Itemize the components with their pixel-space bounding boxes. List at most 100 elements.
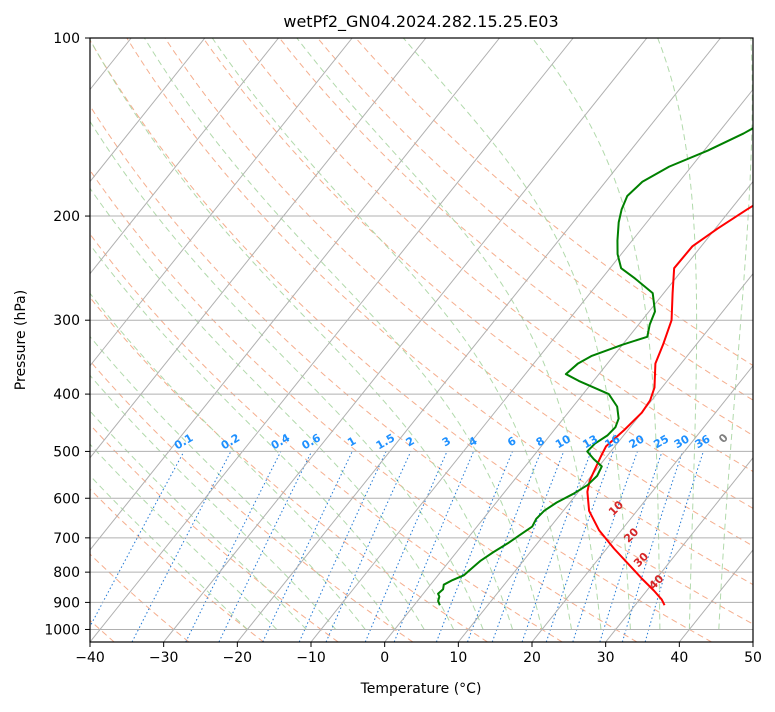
mixing-ratio-label: 2	[404, 434, 417, 449]
dry-adiabat-line	[90, 233, 563, 642]
isotherm-line	[90, 38, 574, 642]
moist-adiabat-label-red: 10	[606, 498, 626, 518]
mixing-ratio-label: 30	[672, 432, 692, 451]
moist-adiabat-line	[296, 38, 602, 630]
moist-adiabat-line	[90, 243, 425, 630]
moist-adiabat-label-red: 20	[621, 525, 641, 545]
mixing-ratio-line	[90, 451, 185, 628]
mixing-ratio-line	[262, 451, 353, 642]
isotherm-line	[605, 457, 753, 642]
x-tick-label: 0	[380, 650, 389, 666]
x-tick-label: 40	[670, 650, 688, 666]
mixing-ratio-label: 0.4	[269, 431, 293, 452]
x-tick-label: −30	[149, 650, 179, 666]
y-tick-label: 700	[53, 531, 80, 547]
mixing-ratio-label: 4	[466, 434, 479, 449]
mixing-ratio-line	[325, 451, 412, 642]
moist-adiabat-line	[144, 38, 543, 630]
isotherm-line	[90, 38, 500, 551]
dewpoint-profile-line	[437, 127, 753, 606]
moist-adiabat-line	[403, 38, 631, 630]
moist-adiabat-line	[90, 292, 396, 630]
y-axis-label: Pressure (hPa)	[13, 290, 29, 390]
mixing-ratio-label: 36	[693, 432, 713, 451]
moist-adiabat-line	[90, 120, 484, 630]
dry-adiabat-line	[126, 38, 753, 586]
moist-adiabat-line	[211, 38, 572, 630]
y-tick-label: 200	[53, 209, 80, 225]
dry-adiabat-line	[202, 38, 753, 509]
mixing-ratio-line	[644, 451, 704, 642]
x-tick-label: 20	[523, 650, 541, 666]
dry-adiabat-line	[355, 38, 753, 367]
isotherm-line	[457, 272, 753, 642]
isotherm-line	[90, 38, 353, 367]
y-tick-label: 400	[53, 387, 80, 403]
background-lines	[90, 38, 753, 642]
mixing-ratio-line	[218, 451, 313, 642]
isotherm-line	[90, 38, 279, 275]
temperature-profile-line	[586, 204, 753, 606]
moist-adiabat-line	[90, 474, 248, 630]
isotherm-line	[236, 38, 721, 642]
moist-adiabat-label-red: 30	[631, 550, 651, 570]
mixing-ratio-label: 1	[345, 434, 358, 449]
mixing-ratio-line	[435, 451, 513, 642]
mixing-ratio-label: 3	[440, 434, 453, 449]
x-tick-label: 30	[597, 650, 615, 666]
plot-frame	[89, 37, 754, 643]
moist-adiabat-label-red: 40	[646, 572, 666, 592]
dry-adiabat-line	[240, 38, 753, 473]
y-tick-label: 300	[53, 313, 80, 329]
moist-adiabat-line	[90, 374, 337, 630]
moist-adiabat-line	[90, 335, 366, 630]
dry-adiabat-line	[90, 553, 190, 642]
dry-adiabat-line	[90, 39, 753, 625]
mixing-ratio-label: 0.6	[300, 431, 324, 452]
y-tick-label: 600	[53, 491, 80, 507]
axes: −40 −30 −20 −10 0 10 20 30 40 5010009008007006005…	[44, 31, 762, 666]
y-tick-label: 100	[53, 31, 80, 47]
chart-title: wetPf2_GN04.2024.282.15.25.E03	[283, 12, 558, 32]
mixing-ratio-label: 1.5	[374, 431, 397, 452]
mixing-ratio-line	[467, 451, 542, 642]
mixing-ratio-line	[491, 451, 565, 642]
mixing-ratio-line	[572, 451, 638, 642]
mixing-ratio-line	[545, 451, 614, 642]
mixing-ratio-line	[393, 451, 475, 642]
x-tick-label: −40	[75, 650, 105, 666]
dry-adiabat-line	[90, 105, 712, 642]
isotherm-line	[310, 88, 753, 642]
isotherm-line	[90, 38, 206, 183]
moist-adiabat-label: 0	[716, 431, 731, 446]
grid-lines	[90, 38, 753, 642]
y-tick-label: 500	[53, 444, 80, 460]
dry-adiabat-line	[90, 296, 488, 642]
mixing-ratio-line	[521, 451, 592, 642]
mixing-ratio-label: 0.1	[172, 431, 195, 452]
data-series	[437, 127, 753, 606]
x-tick-label: 10	[449, 650, 467, 666]
moist-adiabat-line	[718, 38, 753, 630]
x-tick-label: 50	[744, 650, 762, 666]
isotherm-line	[752, 641, 753, 642]
mixing-ratio-label: 20	[627, 432, 647, 451]
moist-adiabat-line	[657, 38, 698, 630]
isotherm-line	[678, 549, 753, 642]
isotherm-line	[163, 38, 648, 642]
mixing-ratio-line	[621, 451, 684, 642]
mixing-ratio-label: 13	[580, 432, 600, 451]
dry-adiabat-line	[90, 423, 339, 642]
dry-adiabat-line	[90, 169, 638, 642]
y-tick-label: 900	[53, 595, 80, 611]
moist-adiabat-line	[90, 38, 514, 630]
dry-adiabat-line	[317, 38, 753, 401]
x-tick-label: −20	[223, 650, 253, 666]
mixing-ratio-label: 10	[553, 432, 573, 451]
mixing-ratio-line	[599, 451, 663, 642]
line-labels: -100-90-80-70-60-50-40-30-20-10010203040…	[172, 431, 731, 592]
isotherm-line	[384, 180, 753, 642]
x-tick-label: −10	[296, 650, 326, 666]
mixing-ratio-line	[298, 451, 387, 642]
